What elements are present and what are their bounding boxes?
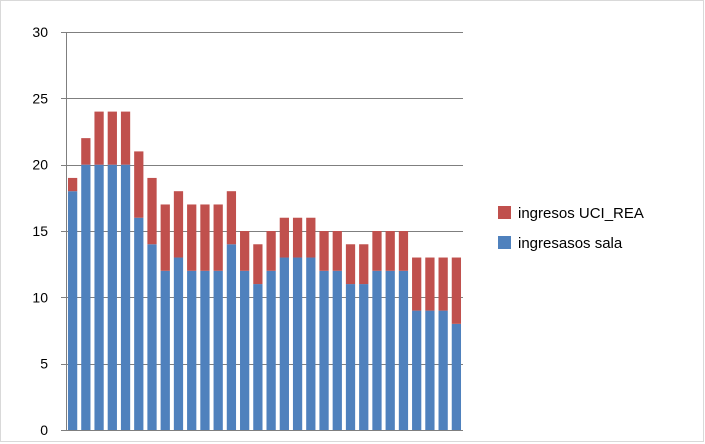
- bar-sala-27: [412, 310, 422, 430]
- legend-swatch: [498, 236, 511, 249]
- bar-uci-rea-25: [385, 231, 395, 271]
- bar-sala-14: [240, 270, 250, 430]
- bar-uci-rea-11: [200, 204, 210, 271]
- bar-sala-17: [279, 257, 289, 430]
- bar-uci-rea-2: [81, 138, 91, 165]
- bar-uci-rea-18: [292, 217, 303, 258]
- bar-uci-rea-7: [147, 177, 157, 245]
- bar-sala-30: [451, 323, 462, 430]
- y-tick-label: 5: [40, 356, 48, 372]
- axes: 0 5 10 15 20 25 30: [32, 24, 463, 438]
- bar-sala-23: [359, 284, 369, 430]
- bar-sala-1: [67, 191, 78, 430]
- bar-sala-20: [319, 270, 329, 430]
- bars: [67, 111, 462, 431]
- bar-uci-rea-4: [107, 111, 117, 165]
- bar-uci-rea-13: [226, 191, 237, 245]
- bar-uci-rea-3: [94, 111, 104, 165]
- y-tick-label: 0: [40, 422, 48, 438]
- bar-sala-2: [81, 164, 91, 431]
- bar-uci-rea-15: [253, 244, 263, 285]
- bar-uci-rea-17: [279, 217, 289, 258]
- bar-uci-rea-8: [160, 204, 170, 271]
- bar-sala-7: [147, 244, 157, 430]
- bar-uci-rea-5: [120, 111, 131, 165]
- bar-sala-9: [173, 257, 184, 430]
- bar-sala-11: [200, 270, 210, 430]
- legend: ingresos UCI_REA ingresasos sala: [498, 205, 644, 252]
- bar-sala-5: [120, 164, 131, 431]
- bar-sala-26: [398, 270, 409, 430]
- bar-uci-rea-27: [412, 257, 422, 311]
- bar-uci-rea-6: [134, 151, 144, 218]
- bar-sala-18: [292, 257, 303, 430]
- y-tick-label: 15: [32, 223, 48, 239]
- bar-uci-rea-1: [67, 177, 78, 192]
- bar-uci-rea-20: [319, 231, 329, 271]
- bar-uci-rea-28: [425, 257, 435, 311]
- y-tick-label: 20: [32, 157, 48, 173]
- legend-label: ingresos UCI_REA: [518, 205, 644, 222]
- bar-uci-rea-21: [332, 231, 342, 271]
- bar-uci-rea-29: [438, 257, 448, 311]
- bar-sala-12: [213, 270, 223, 430]
- bar-uci-rea-10: [187, 204, 197, 271]
- legend-label: ingresasos sala: [518, 235, 623, 252]
- bar-uci-rea-23: [359, 244, 369, 285]
- bar-uci-rea-24: [372, 231, 382, 271]
- bar-sala-19: [306, 257, 316, 430]
- bar-uci-rea-9: [173, 191, 184, 258]
- bar-sala-29: [438, 310, 448, 430]
- bar-uci-rea-30: [451, 257, 462, 324]
- bar-sala-21: [332, 270, 342, 430]
- bar-sala-8: [160, 270, 170, 430]
- bar-sala-28: [425, 310, 435, 430]
- gridlines: [66, 32, 463, 365]
- y-tick-label: 10: [32, 289, 48, 305]
- bar-sala-13: [226, 244, 237, 430]
- bar-uci-rea-12: [213, 204, 223, 271]
- bar-sala-6: [134, 217, 144, 430]
- bar-sala-15: [253, 284, 263, 430]
- bar-sala-3: [94, 164, 104, 431]
- bar-sala-4: [107, 164, 117, 431]
- bar-uci-rea-19: [306, 217, 316, 258]
- bar-sala-25: [385, 270, 395, 430]
- bar-uci-rea-16: [266, 231, 276, 271]
- bar-uci-rea-14: [240, 231, 250, 271]
- bar-uci-rea-22: [345, 244, 356, 285]
- bar-sala-16: [266, 270, 276, 430]
- bar-sala-22: [345, 284, 356, 430]
- y-tick-label: 25: [32, 90, 48, 106]
- bar-sala-24: [372, 270, 382, 430]
- bar-sala-10: [187, 270, 197, 430]
- legend-swatch: [498, 206, 511, 219]
- bar-uci-rea-26: [398, 231, 409, 271]
- y-tick-label: 30: [32, 24, 48, 40]
